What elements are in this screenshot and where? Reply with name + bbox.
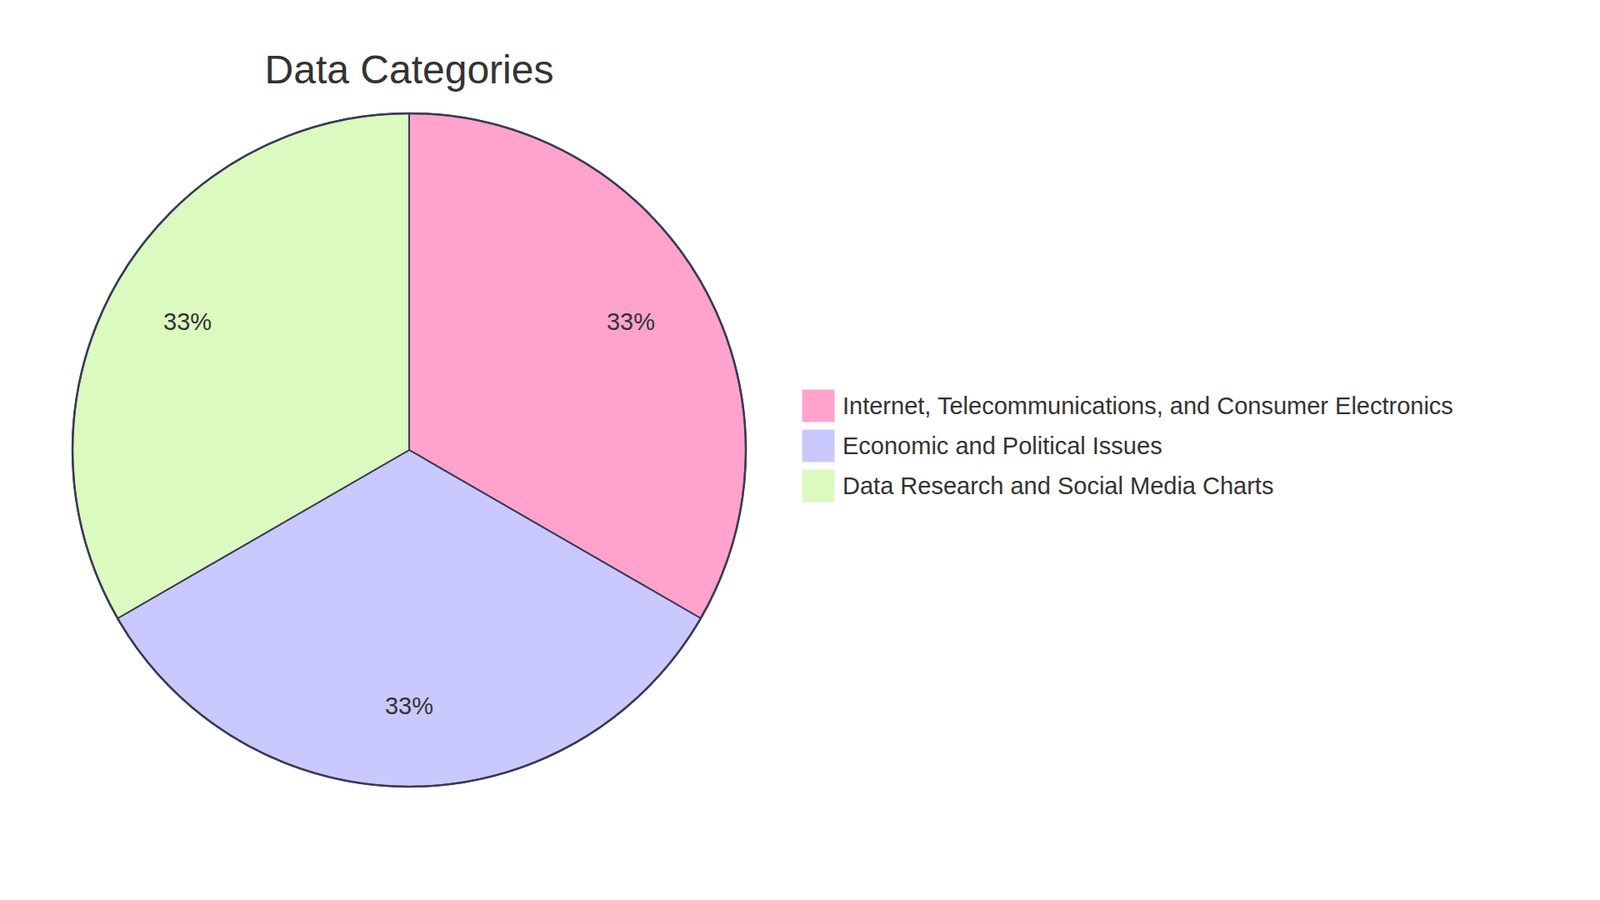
data-label: 33% xyxy=(163,308,212,335)
legend: Internet, Telecommunications, and Consum… xyxy=(801,389,1454,503)
legend-label: Internet, Telecommunications, and Consum… xyxy=(842,392,1454,420)
legend-swatch xyxy=(801,389,835,423)
legend-swatch xyxy=(801,429,835,463)
slices xyxy=(72,113,746,787)
pie-outline xyxy=(72,113,746,787)
legend-swatch xyxy=(801,469,835,503)
legend-label: Economic and Political Issues xyxy=(842,432,1163,460)
data-label: 33% xyxy=(606,308,655,335)
chart: Data Categories 33% 33% 33% Internet, Teleco… xyxy=(0,0,1600,900)
data-label: 33% xyxy=(385,692,434,720)
pie-slice xyxy=(72,113,410,619)
legend-label: Data Research and Social Media Charts xyxy=(842,472,1274,500)
chart-title: Data Categories xyxy=(265,47,555,92)
